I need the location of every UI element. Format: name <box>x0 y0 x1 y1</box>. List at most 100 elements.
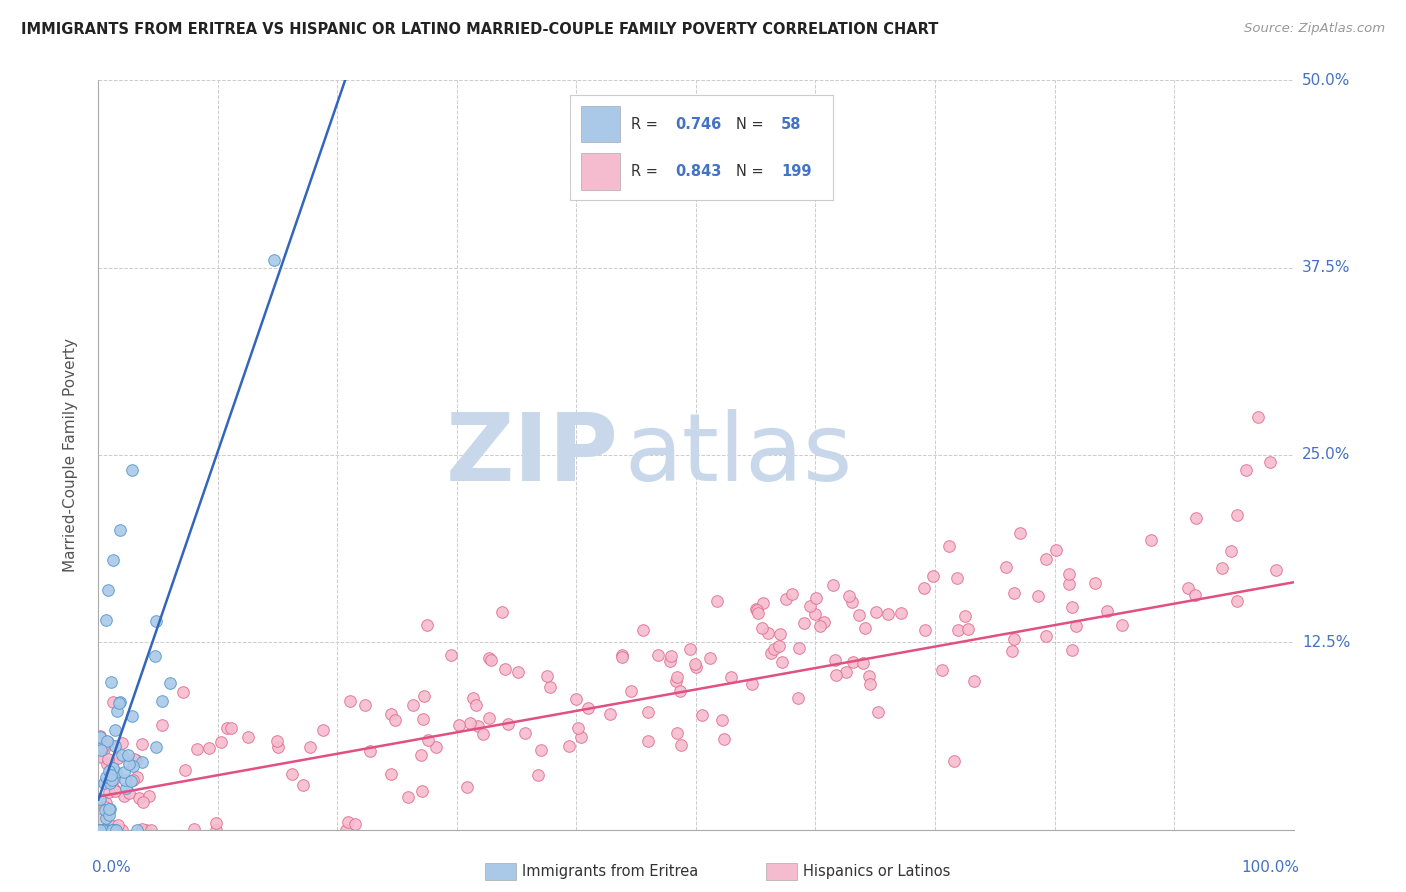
Point <box>96 757 118 772</box>
Point <box>478 711 501 725</box>
Point <box>143 649 166 664</box>
Point <box>943 754 966 768</box>
Point <box>263 253 285 268</box>
Point <box>1111 617 1133 632</box>
Point <box>813 615 835 629</box>
Point <box>669 738 692 752</box>
Point <box>1264 563 1286 577</box>
Point <box>118 786 141 800</box>
Point <box>172 684 194 698</box>
Point <box>359 744 381 758</box>
Point <box>103 739 125 754</box>
Point <box>114 772 136 787</box>
Point <box>710 713 733 727</box>
Point <box>848 608 870 623</box>
Point <box>89 730 111 744</box>
Point <box>706 594 728 608</box>
Point <box>890 606 912 620</box>
Point <box>93 776 115 790</box>
Point <box>713 731 735 746</box>
Point <box>1028 589 1050 603</box>
Point <box>825 667 848 681</box>
Point <box>311 723 333 738</box>
Point <box>859 677 882 691</box>
Point <box>111 747 134 762</box>
Point <box>858 669 880 683</box>
Point <box>205 822 228 837</box>
Point <box>98 801 121 815</box>
Point <box>298 740 321 755</box>
Point <box>1095 604 1118 618</box>
Point <box>103 822 125 837</box>
Point <box>97 582 120 597</box>
Point <box>647 648 669 663</box>
Point <box>440 648 463 662</box>
Point <box>94 800 117 814</box>
Point <box>98 808 121 822</box>
Text: 37.5%: 37.5% <box>1302 260 1350 275</box>
Point <box>669 684 692 698</box>
Point <box>94 811 117 825</box>
Point <box>131 737 153 751</box>
Point <box>679 641 702 656</box>
Point <box>956 623 979 637</box>
Point <box>467 719 489 733</box>
Point <box>217 721 239 735</box>
Point <box>197 741 219 756</box>
Y-axis label: Married-Couple Family Poverty: Married-Couple Family Poverty <box>63 338 77 572</box>
Point <box>266 733 288 747</box>
Point <box>610 648 633 662</box>
Point <box>1008 526 1031 541</box>
Point <box>793 615 815 630</box>
Text: Immigrants from Eritrea: Immigrants from Eritrea <box>522 864 697 879</box>
Point <box>94 770 117 784</box>
Point <box>91 739 114 754</box>
Point <box>101 761 124 775</box>
Point <box>808 619 831 633</box>
Point <box>780 586 803 600</box>
Point <box>842 655 865 669</box>
Point <box>107 751 129 765</box>
Point <box>90 822 112 837</box>
Point <box>1002 632 1025 647</box>
Point <box>344 817 367 831</box>
Point <box>384 713 406 727</box>
Point <box>838 589 860 603</box>
Point <box>98 775 121 789</box>
Point <box>416 732 439 747</box>
Point <box>479 653 502 667</box>
Point <box>91 822 114 837</box>
Point <box>799 599 821 613</box>
Point <box>101 695 124 709</box>
Point <box>1184 588 1206 602</box>
Text: 100.0%: 100.0% <box>1241 860 1299 874</box>
Point <box>159 675 181 690</box>
Point <box>411 784 433 798</box>
Point <box>97 735 120 749</box>
Point <box>173 764 195 778</box>
Text: 50.0%: 50.0% <box>1302 73 1350 87</box>
Point <box>449 718 471 732</box>
Point <box>122 759 145 773</box>
Point <box>456 780 478 794</box>
Point <box>96 734 118 748</box>
Point <box>690 708 713 723</box>
Point <box>852 656 875 670</box>
Point <box>89 822 111 837</box>
Point <box>107 697 129 711</box>
Point <box>186 742 208 756</box>
Point <box>1177 581 1199 595</box>
Point <box>912 581 935 595</box>
Point <box>105 822 128 837</box>
Point <box>111 822 134 837</box>
Point <box>335 822 357 837</box>
Point <box>751 621 773 635</box>
Point <box>683 657 706 672</box>
Point <box>465 698 488 712</box>
Point <box>931 663 953 677</box>
Point <box>94 613 117 627</box>
Point <box>128 791 150 805</box>
Point <box>101 822 124 837</box>
Point <box>938 540 960 554</box>
Point <box>122 772 145 787</box>
